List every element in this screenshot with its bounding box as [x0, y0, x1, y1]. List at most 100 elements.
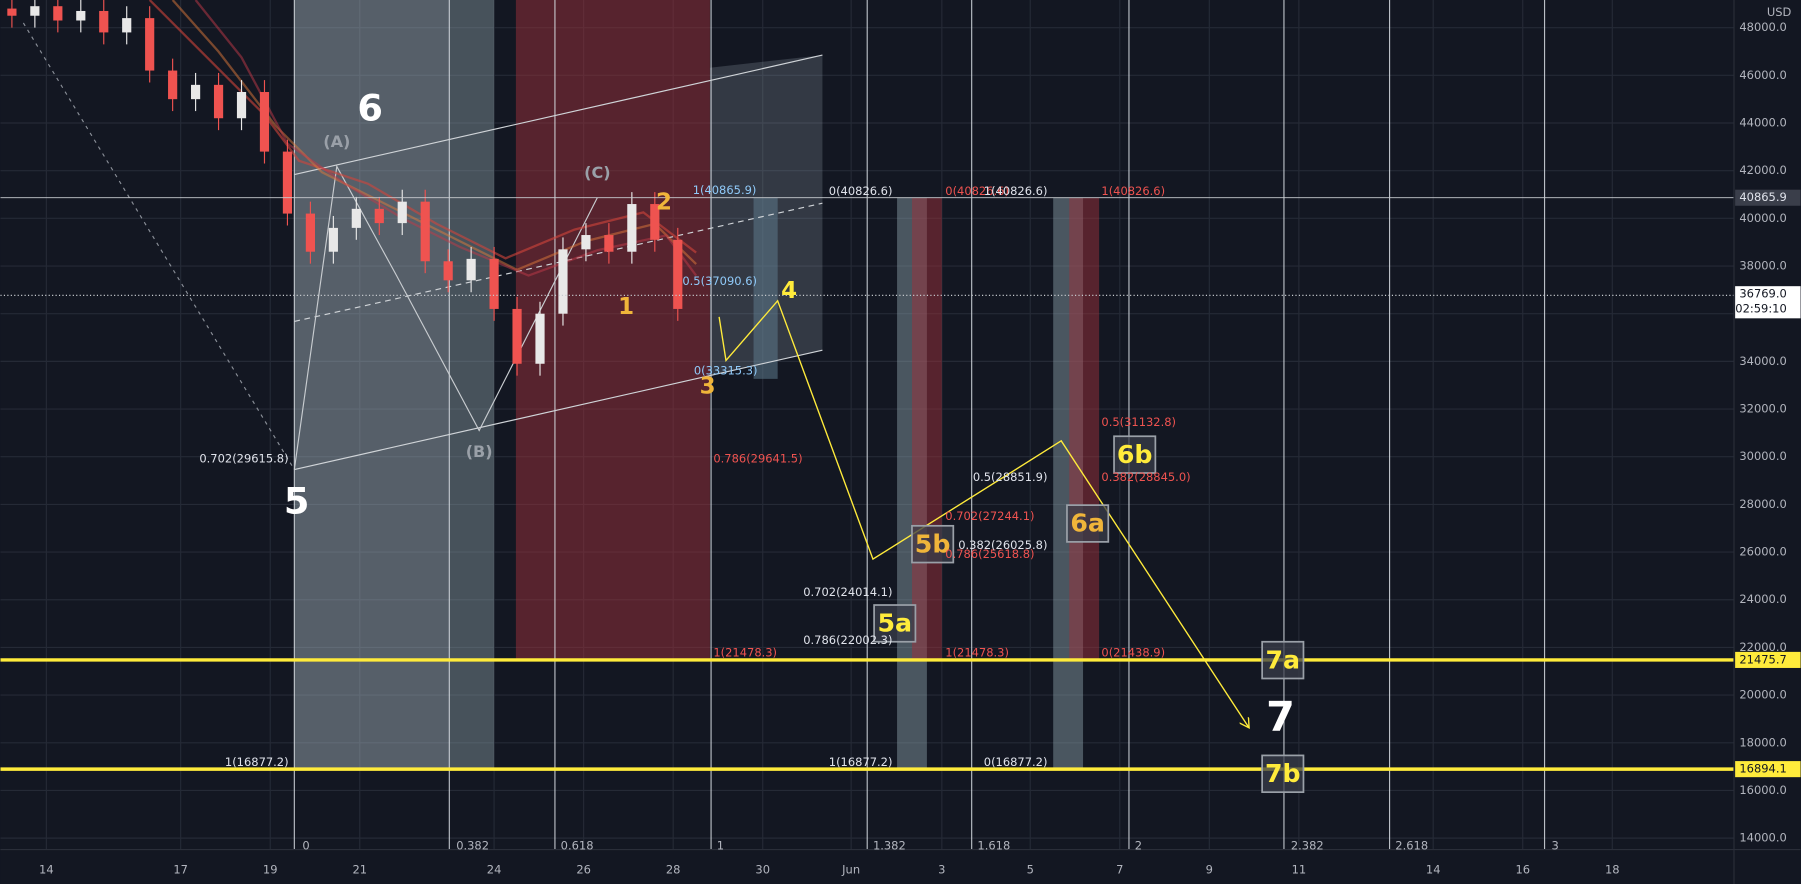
countdown: 02:59:10: [1735, 302, 1787, 316]
candle-body: [466, 258, 476, 281]
fib-label: 0.702(29615.8): [199, 452, 288, 466]
candle-body: [305, 213, 315, 252]
x-tick-label: 18: [1605, 863, 1620, 877]
candle-body: [397, 201, 407, 224]
wave-label: 6: [357, 87, 383, 130]
candle-body: [7, 8, 17, 16]
zones: [22, 0, 1546, 850]
fib-time-label: 1.618: [977, 839, 1010, 853]
wave-box-label: 7a: [1265, 645, 1300, 674]
x-tick-label: 30: [755, 863, 770, 877]
x-tick-label: 9: [1206, 863, 1213, 877]
candle-body: [489, 258, 499, 309]
channel-line: [294, 54, 823, 176]
candle-body: [213, 84, 224, 119]
wave-label: 5: [284, 479, 310, 522]
candle-body: [558, 249, 568, 314]
x-tick-label: 11: [1292, 863, 1307, 877]
candle-body: [512, 308, 522, 364]
projection-path: [718, 299, 1248, 727]
fib-label: 0.5(37090.6): [682, 274, 757, 288]
candle-body: [282, 151, 293, 214]
fib-zone: [449, 0, 495, 770]
y-tick-label: 24000.0: [1739, 592, 1786, 606]
fib-label: 0.382(28845.0): [1101, 470, 1190, 484]
wave-box: [1066, 504, 1110, 543]
time-lines: [293, 0, 1546, 850]
price-line-label: 40865.9: [1739, 190, 1786, 204]
currency: USD: [1767, 5, 1792, 19]
fib-label: 1(16877.2): [829, 755, 893, 769]
fib-label: 0.5(31132.8): [1101, 415, 1176, 429]
candle-body: [420, 201, 430, 262]
fib-label: 0.382(26025.8): [958, 538, 1047, 552]
fib-label: 0.702(24014.1): [803, 585, 892, 599]
fib-label: 1(21478.3): [713, 646, 777, 660]
y-tick-label: 48000.0: [1739, 20, 1786, 34]
candle-body: [76, 10, 86, 21]
wave-label: 7: [1266, 693, 1295, 741]
fib-label: 0.786(22002.3): [803, 633, 892, 647]
candle-body: [30, 6, 40, 16]
wave-label: 2: [656, 190, 672, 216]
y-tick-label: 44000.0: [1739, 116, 1786, 130]
candle-body: [535, 313, 545, 364]
wave-box: [873, 604, 917, 643]
x-tick-label: 28: [666, 863, 681, 877]
y-tick-label: 16000.0: [1739, 783, 1786, 797]
candle-body: [351, 208, 361, 228]
x-tick-label: 26: [576, 863, 591, 877]
candle-body: [374, 208, 384, 224]
y-tick-label: 30000.0: [1739, 449, 1786, 463]
last-price-label: 36769.0: [1739, 287, 1786, 301]
fib-label: 0(40826.6): [829, 184, 893, 198]
wave-box: [1261, 754, 1305, 794]
support-label: 16894.1: [1739, 762, 1786, 776]
fib-bar: [1069, 197, 1100, 662]
y-tick-label: 20000.0: [1739, 688, 1786, 702]
fib-time-label: 2: [1135, 839, 1142, 853]
wave-label: 4: [781, 278, 797, 304]
fib-label: 0.5(28851.9): [973, 470, 1048, 484]
price-line-label-bg: [1735, 189, 1801, 206]
x-tick-label: 14: [39, 863, 54, 877]
support-label-bg: [1735, 651, 1801, 668]
candle-body: [168, 70, 178, 100]
x-tick-label: Jun: [841, 863, 860, 877]
fib-time-label: 0.618: [561, 839, 594, 853]
fib-time-label: 2.382: [1291, 839, 1324, 853]
fib-label: 0(33315.3): [694, 363, 758, 377]
fib-label: 0.702(27244.1): [945, 509, 1034, 523]
wave-box: [911, 524, 955, 564]
support-label: 21475.7: [1739, 652, 1786, 666]
fib-time-label: 0: [302, 839, 309, 853]
fib-time-label: 1.382: [873, 839, 906, 853]
candle-body: [122, 18, 132, 33]
candle-body: [99, 10, 109, 33]
wave-box-label: 5a: [877, 609, 912, 638]
candle-body: [604, 235, 614, 252]
y-tick-label: 18000.0: [1739, 735, 1786, 749]
fib-label: 1(40826.6): [1101, 184, 1165, 198]
fib-time-label: 2.618: [1395, 839, 1428, 853]
wave-box-label: 6a: [1070, 509, 1105, 538]
x-tick-label: 19: [263, 863, 278, 877]
trend-line: [22, 22, 295, 470]
fib-bar: [753, 197, 778, 379]
wave-label: (C): [584, 163, 610, 182]
wave-box-label: 5b: [915, 529, 951, 558]
fib-zone: [294, 0, 450, 770]
channel-mid: [294, 202, 823, 323]
wave-label: 1: [618, 294, 634, 320]
wave-label: 3: [700, 373, 716, 399]
fib-time-label: 0.382: [456, 839, 489, 853]
candle-body: [581, 235, 591, 250]
y-tick-label: 26000.0: [1739, 545, 1786, 559]
y-tick-label: 38000.0: [1739, 259, 1786, 273]
fib-label: 0(21438.9): [1101, 646, 1165, 660]
candle-body: [673, 239, 683, 309]
channel-line: [294, 349, 823, 471]
